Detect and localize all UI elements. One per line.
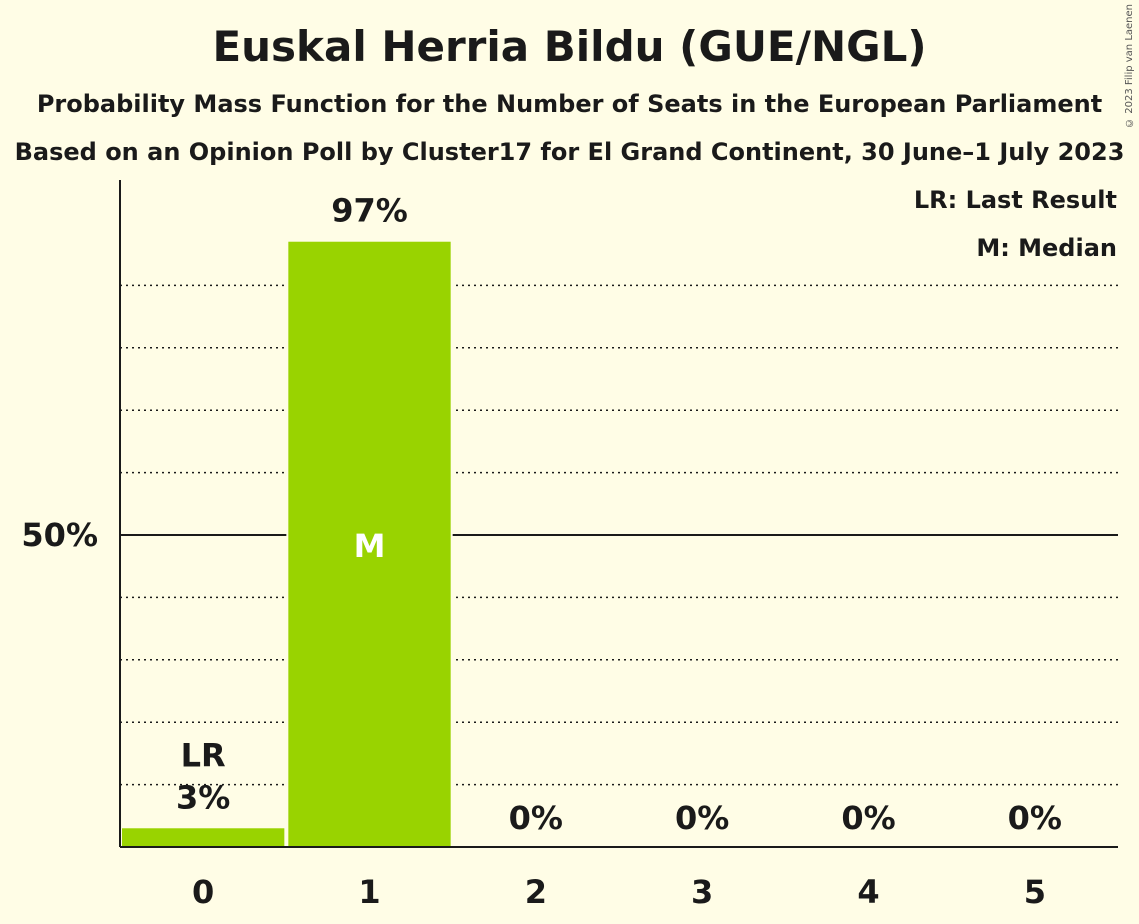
legend-median: M: Median: [976, 234, 1117, 262]
legend-last-result: LR: Last Result: [913, 186, 1117, 214]
x-tick-label: 2: [525, 873, 547, 911]
x-tick-label: 5: [1024, 873, 1046, 911]
median-marker: M: [354, 527, 386, 565]
bar-value-label: 0%: [1008, 799, 1062, 837]
y-tick-label: 50%: [21, 516, 98, 554]
bar-value-label: 97%: [331, 192, 408, 230]
bar-value-label: 0%: [675, 799, 729, 837]
bar-value-label: 0%: [841, 799, 895, 837]
bar-1: [288, 241, 451, 848]
chart-subtitle: Probability Mass Function for the Number…: [36, 90, 1103, 118]
chart-source: Based on an Opinion Poll by Cluster17 fo…: [14, 138, 1125, 166]
bar-value-label: 0%: [509, 799, 563, 837]
last-result-marker: LR: [181, 736, 226, 774]
x-tick-label: 4: [857, 873, 879, 911]
x-tick-label: 1: [358, 873, 380, 911]
x-tick-label: 0: [192, 873, 214, 911]
x-tick-label: 3: [691, 873, 713, 911]
chart-title: Euskal Herria Bildu (GUE/NGL): [212, 22, 927, 71]
bar-0: [122, 828, 285, 847]
bar-value-label: 3%: [176, 778, 230, 816]
